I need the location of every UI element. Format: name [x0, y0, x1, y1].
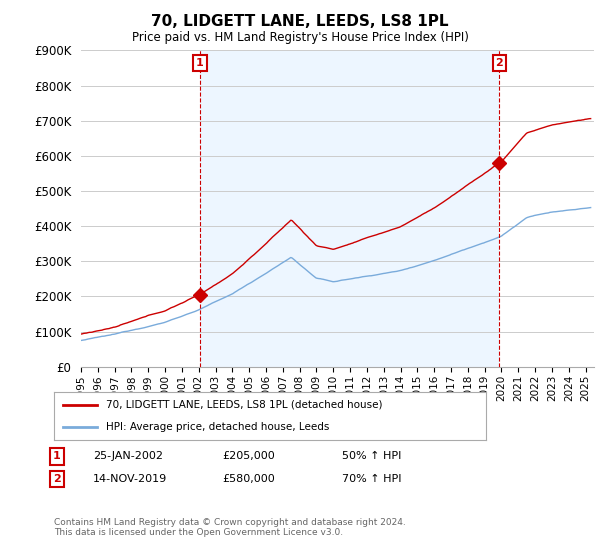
- Text: Contains HM Land Registry data © Crown copyright and database right 2024.
This d: Contains HM Land Registry data © Crown c…: [54, 518, 406, 538]
- Text: £205,000: £205,000: [222, 451, 275, 461]
- Text: 14-NOV-2019: 14-NOV-2019: [93, 474, 167, 484]
- Text: 70% ↑ HPI: 70% ↑ HPI: [342, 474, 401, 484]
- Bar: [200, 50, 499, 367]
- Text: 70, LIDGETT LANE, LEEDS, LS8 1PL (detached house): 70, LIDGETT LANE, LEEDS, LS8 1PL (detach…: [106, 400, 382, 410]
- Text: 1: 1: [53, 451, 61, 461]
- Text: 2: 2: [496, 58, 503, 68]
- Text: 2: 2: [53, 474, 61, 484]
- Text: 50% ↑ HPI: 50% ↑ HPI: [342, 451, 401, 461]
- Text: 1: 1: [196, 58, 204, 68]
- Text: Price paid vs. HM Land Registry's House Price Index (HPI): Price paid vs. HM Land Registry's House …: [131, 31, 469, 44]
- Text: £580,000: £580,000: [222, 474, 275, 484]
- Text: 25-JAN-2002: 25-JAN-2002: [93, 451, 163, 461]
- Text: HPI: Average price, detached house, Leeds: HPI: Average price, detached house, Leed…: [106, 422, 329, 432]
- Text: 70, LIDGETT LANE, LEEDS, LS8 1PL: 70, LIDGETT LANE, LEEDS, LS8 1PL: [151, 14, 449, 29]
